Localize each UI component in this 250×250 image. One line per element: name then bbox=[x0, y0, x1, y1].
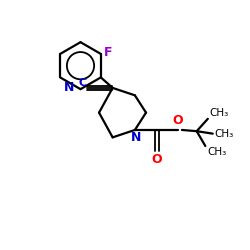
Text: N: N bbox=[64, 82, 74, 94]
Text: CH₃: CH₃ bbox=[210, 108, 229, 118]
Text: O: O bbox=[152, 154, 162, 166]
Text: N: N bbox=[131, 131, 141, 144]
Text: CH₃: CH₃ bbox=[207, 147, 226, 157]
Text: CH₃: CH₃ bbox=[214, 129, 234, 139]
Text: C: C bbox=[78, 78, 86, 88]
Text: F: F bbox=[104, 46, 112, 59]
Text: O: O bbox=[173, 114, 184, 127]
